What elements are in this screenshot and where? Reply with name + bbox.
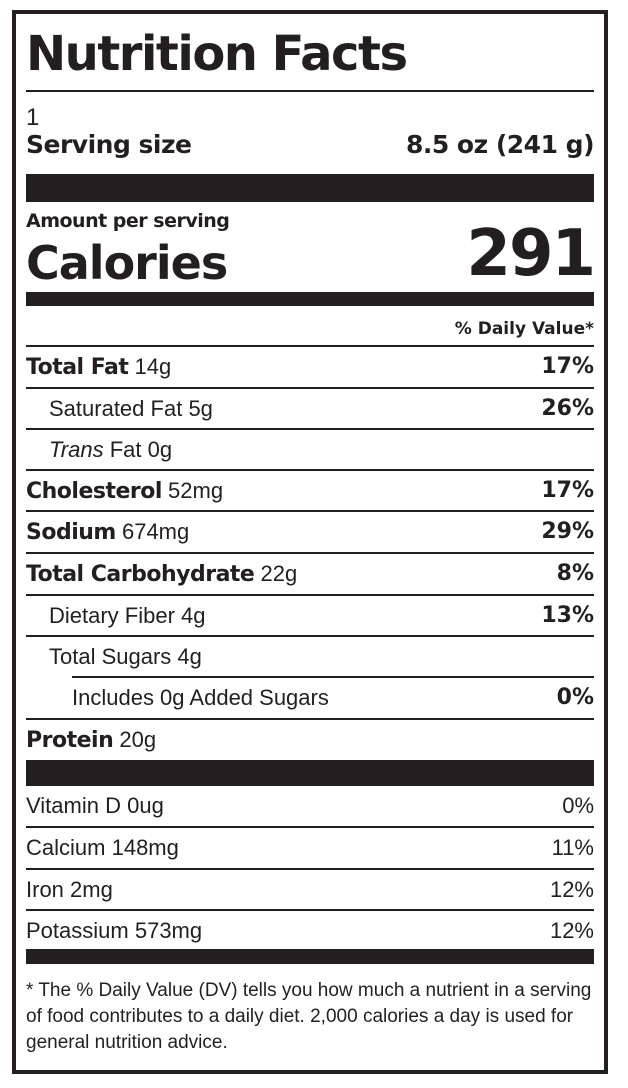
nutrient-name: Protein 20g	[26, 726, 157, 753]
vitamin-dv: 12%	[549, 877, 594, 902]
divider	[26, 428, 594, 430]
nutrient-name: Dietary Fiber 4g	[49, 603, 206, 628]
nutrient-row-total-sugars: Total Sugars 4g	[26, 637, 594, 677]
vitamin-dv: 0%	[562, 793, 594, 818]
nutrient-row-saturated-fat: Saturated Fat 5g 26%	[26, 389, 594, 429]
divider	[26, 868, 594, 870]
serving-size-row: Serving size 8.5 oz (241 g)	[26, 130, 595, 159]
nutrient-dv: 17%	[541, 478, 594, 503]
calories-value: 291	[466, 217, 596, 291]
divider	[26, 345, 594, 347]
amount-per-serving: Amount per serving	[26, 210, 230, 232]
nutrient-name: Total Carbohydrate 22g	[26, 560, 298, 587]
divider	[26, 469, 594, 471]
divider	[72, 676, 594, 678]
nutrient-name: Trans Fat 0g	[49, 437, 173, 462]
divider	[26, 635, 594, 637]
nutrient-row-added-sugars: Includes 0g Added Sugars 0%	[26, 678, 594, 718]
vitamin-dv: 11%	[551, 835, 594, 860]
nutrient-row-dietary-fiber: Dietary Fiber 4g 13%	[26, 596, 594, 636]
nutrient-row-protein: Protein 20g	[26, 720, 594, 760]
vitamin-name: Iron 2mg	[26, 877, 113, 902]
nutrition-label: Nutrition Facts 1 Serving size 8.5 oz (2…	[12, 10, 608, 1074]
vitamin-dv: 12%	[549, 918, 594, 943]
nutrient-dv: 0%	[556, 685, 594, 710]
daily-value-header: % Daily Value*	[454, 319, 594, 339]
nutrient-row-cholesterol: Cholesterol 52mg 17%	[26, 471, 594, 511]
vitamin-name: Potassium 573mg	[26, 918, 203, 943]
servings-count: 1	[26, 104, 40, 131]
nutrient-name: Includes 0g Added Sugars	[72, 685, 329, 710]
nutrient-row-trans-fat: Trans Fat 0g	[26, 430, 594, 470]
vitamin-name: Calcium 148mg	[26, 835, 179, 860]
nutrient-row-sodium: Sodium 674mg 29%	[26, 512, 594, 552]
vitamin-name: Vitamin D 0ug	[26, 793, 164, 818]
vitamin-row-calcium: Calcium 148mg 11%	[26, 828, 594, 868]
nutrient-dv: 29%	[541, 519, 594, 544]
nutrient-row-total-fat: Total Fat 14g 17%	[26, 347, 594, 387]
nutrient-row-total-carbohydrate: Total Carbohydrate 22g 8%	[26, 554, 594, 594]
serving-size-value: 8.5 oz (241 g)	[405, 130, 595, 159]
divider	[26, 718, 594, 720]
divider	[26, 826, 594, 828]
label-content: Nutrition Facts 1 Serving size 8.5 oz (2…	[26, 14, 596, 1070]
footnote: * The % Daily Value (DV) tells you how m…	[26, 980, 592, 1053]
thick-divider	[26, 949, 594, 964]
nutrient-dv: 26%	[541, 396, 594, 421]
calories-label: Calories	[26, 236, 228, 290]
thick-divider	[26, 174, 594, 202]
divider	[26, 90, 594, 92]
nutrient-dv: 13%	[541, 603, 594, 628]
divider	[26, 909, 594, 911]
thick-divider	[26, 292, 594, 306]
divider	[26, 510, 594, 512]
divider	[26, 387, 594, 389]
thick-divider	[26, 760, 594, 786]
nutrient-name: Total Sugars 4g	[49, 644, 202, 669]
nutrient-dv: 8%	[556, 561, 594, 586]
nutrient-name: Total Fat 14g	[26, 353, 172, 380]
vitamin-row-potassium: Potassium 573mg 12%	[26, 911, 594, 951]
vitamin-row-iron: Iron 2mg 12%	[26, 870, 594, 910]
label-title: Nutrition Facts	[26, 26, 408, 82]
nutrient-name: Sodium 674mg	[26, 518, 190, 545]
nutrient-name: Saturated Fat 5g	[49, 396, 213, 421]
nutrient-dv: 17%	[541, 354, 594, 379]
nutrient-name: Cholesterol 52mg	[26, 477, 224, 504]
calories-row: Calories 291	[26, 222, 596, 290]
divider	[26, 552, 594, 554]
serving-size-label: Serving size	[26, 130, 192, 159]
vitamin-row-vitamin-d: Vitamin D 0ug 0%	[26, 786, 594, 826]
divider	[26, 594, 594, 596]
